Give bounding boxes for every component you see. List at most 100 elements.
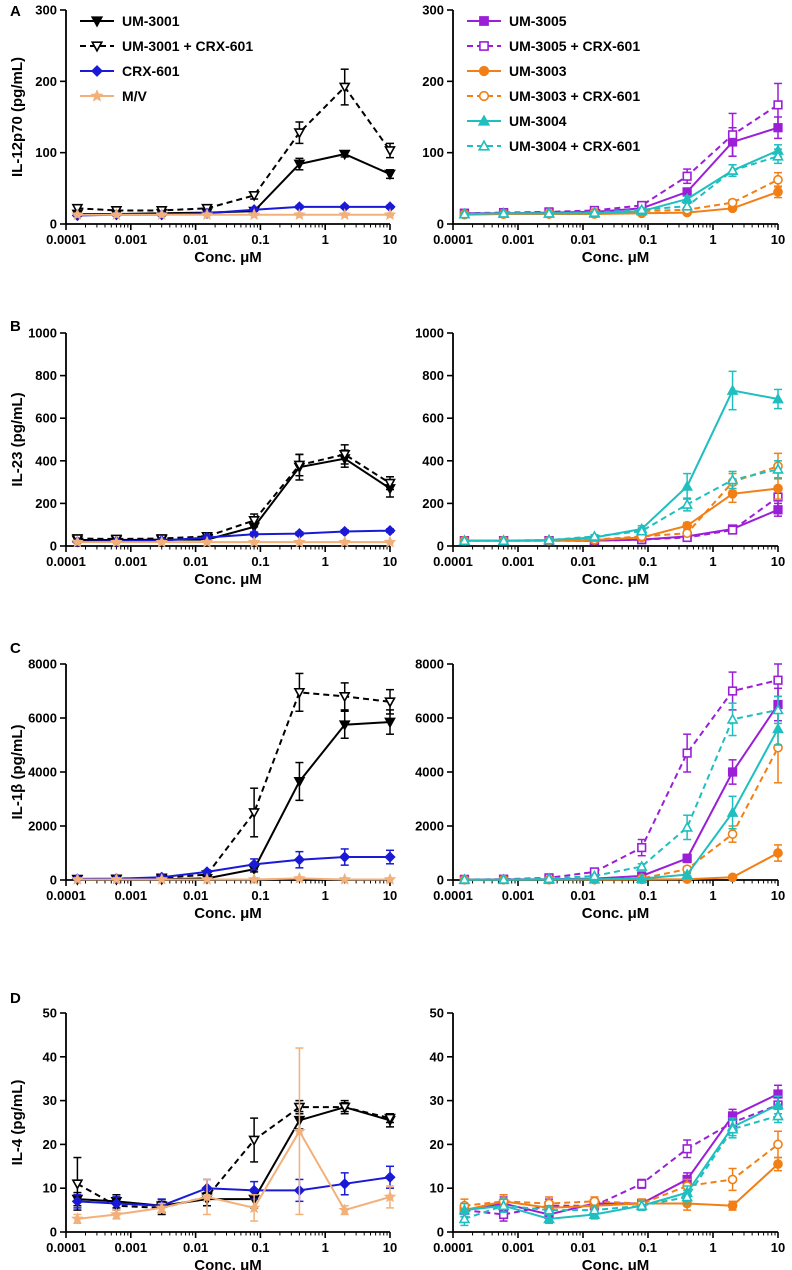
chart-c-left-x-tick-label: 0.001 (115, 888, 148, 903)
chart-c-right-point-um-3005-crx-601 (727, 686, 738, 696)
chart-d-left-x-tick-label: 0.1 (251, 1240, 269, 1255)
chart-c-right-point-um-3005-crx-601 (682, 748, 692, 758)
chart-b-right-series-um-3004-crx-601 (458, 460, 784, 546)
chart-b-left-x-tick-label: 0.0001 (46, 554, 86, 569)
chart-b-right-x-tick-label: 1 (709, 554, 716, 569)
chart-b-left-point-m-v (200, 535, 214, 548)
chart-a-right-legend-marker-um-3004 (477, 114, 491, 126)
chart-a-left-y-tick-label: 100 (35, 145, 57, 160)
chart-d-right-point-um-3005-crx-601 (637, 1179, 647, 1189)
chart-a-left-point-um-3001 (384, 169, 396, 181)
chart-d-right-point-um-3004-crx-601 (543, 1203, 555, 1215)
chart-d-right-y-tick-label: 50 (430, 1006, 444, 1021)
chart-b-right-x-axis-title: Conc. μM (582, 571, 650, 588)
chart-c-right-x-tick-label: 0.0001 (433, 888, 473, 903)
chart-c-right-point-um-3004 (772, 722, 784, 734)
chart-b-right-x-tick-label: 0.001 (502, 554, 535, 569)
chart-d-left-point-m-v (71, 1212, 84, 1225)
chart-d-left-point-m-v (155, 1201, 168, 1214)
chart-a-right-x-tick-label: 10 (771, 232, 785, 247)
chart-a-right-line-um-3004-crx-601 (464, 155, 779, 216)
chart-d-left-x-tick-label: 0.01 (183, 1240, 208, 1255)
chart-b-left-point-m-v (383, 535, 397, 548)
chart-a-right-point-um-3003-crx-601 (727, 197, 738, 208)
chart-d-left-line-crx-601 (77, 1176, 391, 1207)
chart-c-left-x-tick-label: 0.1 (251, 888, 269, 903)
chart-a-left-point-um-3001-crx-601 (248, 191, 260, 202)
chart-a-right-x-tick-label: 0.001 (502, 232, 535, 247)
chart-a-left-x-tick-label: 10 (383, 232, 397, 247)
chart-d-right-point-um-3005-crx-601 (682, 1144, 692, 1154)
chart-a-right-x-tick-label: 1 (709, 232, 716, 247)
chart-a-right-legend-marker-um-3003 (478, 65, 490, 77)
chart-a-left-point-m-v (338, 208, 351, 221)
chart-c-right-point-um-3005 (727, 767, 738, 777)
chart-d-left-point-m-v (383, 1190, 397, 1203)
chart-c-left-point-crx-601 (339, 851, 351, 863)
chart-b-right-point-um-3004 (681, 480, 693, 491)
chart-a-left-point-m-v (71, 208, 84, 221)
chart-c-right-point-um-3004-crx-601 (635, 860, 648, 871)
chart-b-right-line-um-3003-crx-601 (464, 465, 779, 542)
chart-a-right-point-um-3004-crx-601 (635, 203, 648, 215)
chart-a-right-legend-label-um-3004: UM-3004 (509, 113, 567, 129)
chart-d-left-point-um-3001-crx-601 (384, 1113, 396, 1125)
chart-d-right-point-um-3004-crx-601 (681, 1190, 693, 1202)
chart-a-right-legend-label-um-3005: UM-3005 (509, 13, 567, 29)
chart-c-left-line-um-3001-crx-601 (77, 691, 391, 881)
chart-b-right-point-um-3004-crx-601 (772, 463, 784, 474)
panel-letters: A B C D (10, 3, 21, 1007)
chart-c-right-line-um-3004 (464, 728, 779, 881)
chart-d-left: 0.0001 0.001 0.01 0.1 1 10 0 10 20 30 40 50 Conc. μM… (9, 1006, 397, 1270)
chart-a-right-x-axis-title: Conc. μM (582, 249, 650, 266)
chart-d-right-y-tick-label: 40 (430, 1049, 444, 1064)
chart-a-left-y-tick-label: 0 (50, 217, 57, 232)
chart-d-right-series-um-3003-crx-601 (459, 1130, 783, 1214)
chart-d-right-series-um-3004-crx-601 (458, 1108, 784, 1227)
chart-a-left-legend-label-um-3001-crx-601: UM-3001 + CRX-601 (122, 38, 253, 54)
chart-d-right-x-tick-label: 0.1 (639, 1240, 657, 1255)
chart-d-right-line-um-3003 (464, 1163, 779, 1212)
chart-b-left-y-tick-label: 1000 (28, 326, 57, 341)
chart-c-left-series-um-3001-crx-601 (71, 672, 396, 886)
chart-c-left-point-um-3001-crx-601 (384, 697, 396, 708)
chart-d-right-y-tick-label: 30 (430, 1093, 444, 1108)
chart-d-left-point-um-3001-crx-601 (71, 1179, 84, 1190)
chart-c-right: 0.0001 0.001 0.01 0.1 1 10 0 2000 4000 6000 8000 Co… (415, 657, 785, 923)
chart-b-left-line-um-3001 (77, 457, 391, 542)
chart-c-right-point-um-3004-crx-601 (497, 873, 510, 884)
chart-b-left-y-tick-label: 0 (50, 539, 57, 554)
chart-b-left-point-um-3001-crx-601 (384, 478, 396, 490)
chart-a-left-legend-marker-um-3001 (90, 16, 104, 28)
chart-d-left-y-tick-label: 0 (50, 1225, 57, 1240)
chart-c-right-y-tick-label: 6000 (415, 711, 444, 726)
chart-a-left-x-tick-label: 0.0001 (46, 232, 86, 247)
chart-c-right-y-tick-label: 4000 (415, 765, 444, 780)
chart-b-right-y-tick-label: 800 (422, 368, 444, 383)
chart-d-right-y-tick-label: 0 (437, 1225, 444, 1240)
chart-b-right-y-tick-label: 200 (422, 496, 444, 511)
chart-b-left: 0.0001 0.001 0.01 0.1 1 10 0 200 400 600 800 1000 Co… (9, 326, 397, 589)
chart-b-right-y-tick-label: 1000 (415, 326, 444, 341)
chart-a-right-point-um-3004-crx-601 (726, 164, 739, 175)
panel-letter-a: A (10, 3, 21, 20)
chart-a-right-point-um-3004-crx-601 (543, 207, 555, 218)
chart-b-left-y-axis-title: IL-23 (pg/mL) (9, 392, 26, 486)
chart-b-left-x-tick-label: 10 (383, 554, 397, 569)
chart-a-left-x-tick-label: 1 (322, 232, 329, 247)
chart-c-right-point-um-3004-crx-601 (681, 821, 693, 832)
chart-b-right-y-tick-label: 0 (437, 539, 444, 554)
chart-d-right-point-um-3004-crx-601 (588, 1203, 601, 1215)
chart-c-left-x-tick-label: 10 (383, 888, 397, 903)
chart-c-left-point-m-v (110, 872, 123, 885)
chart-a-left-point-m-v (293, 208, 306, 221)
chart-d-left-line-m-v (77, 1129, 391, 1220)
chart-c-left-point-m-v (383, 872, 397, 885)
chart-b-left-series-m-v (71, 535, 397, 548)
chart-d-left-point-m-v (338, 1203, 351, 1216)
chart-c-left: 0.0001 0.001 0.01 0.1 1 10 0 2000 4000 6000 8000 Co… (9, 657, 397, 923)
chart-d-right-line-um-3004-crx-601 (464, 1114, 779, 1220)
chart-a-right-x-tick-label: 0.1 (639, 232, 657, 247)
